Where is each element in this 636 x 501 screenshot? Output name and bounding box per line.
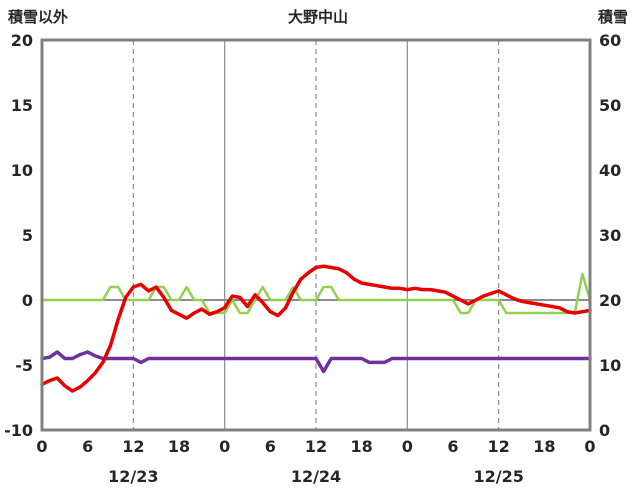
x-tick-label: 0	[219, 437, 230, 456]
series-red-line	[40, 264, 592, 393]
series-green-line	[40, 272, 592, 315]
left-axis-title: 積雪以外	[8, 8, 69, 26]
x-tick-label: 12	[488, 437, 510, 456]
series-purple-line	[40, 350, 592, 374]
y-tick-label-left: -10	[4, 421, 33, 440]
y-tick-label-right: 0	[599, 421, 610, 440]
y-tick-label-left: -5	[15, 356, 33, 375]
x-tick-label: 6	[265, 437, 276, 456]
x-tick-label: 6	[82, 437, 93, 456]
y-tick-label-right: 30	[599, 226, 621, 245]
right-axis-title: 積雪	[597, 8, 628, 26]
x-tick-label: 0	[584, 437, 595, 456]
x-tick-label: 18	[168, 437, 190, 456]
y-tick-label-right: 40	[599, 161, 621, 180]
y-tick-label-right: 60	[599, 31, 621, 50]
x-tick-label: 12	[122, 437, 144, 456]
date-label: 12/25	[473, 467, 523, 486]
x-tick-label: 0	[402, 437, 413, 456]
chart-title: 大野中山	[287, 8, 348, 26]
x-tick-label: 0	[36, 437, 47, 456]
y-tick-label-left: 20	[11, 31, 33, 50]
x-tick-label: 6	[447, 437, 458, 456]
y-tick-label-left: 15	[11, 96, 33, 115]
y-tick-label-right: 20	[599, 291, 621, 310]
date-label: 12/24	[291, 467, 341, 486]
x-tick-label: 18	[533, 437, 555, 456]
y-tick-label-left: 10	[11, 161, 33, 180]
x-tick-label: 12	[305, 437, 327, 456]
y-tick-label-right: 10	[599, 356, 621, 375]
y-tick-label-left: 5	[22, 226, 33, 245]
x-tick-label: 18	[351, 437, 373, 456]
y-tick-label-right: 50	[599, 96, 621, 115]
plot-frame	[40, 38, 592, 432]
y-tick-label-left: 0	[22, 291, 33, 310]
date-label: 12/23	[108, 467, 158, 486]
